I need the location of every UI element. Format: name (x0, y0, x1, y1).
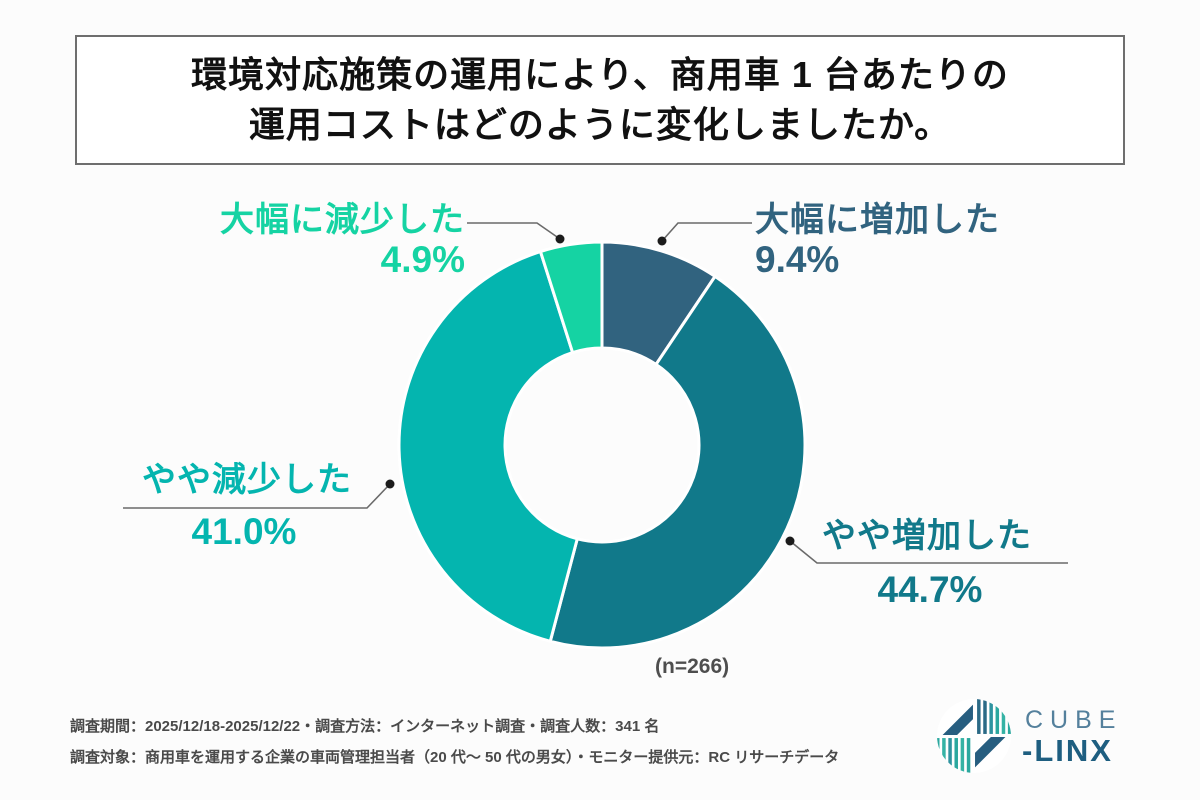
cube-linx-logo-text: CUBE -LINX (1022, 706, 1122, 767)
cube-linx-logo: CUBE -LINX (936, 698, 1122, 774)
survey-notes-line1: 調査期間：2025/12/18-2025/12/22・調査方法：インターネット調… (70, 718, 660, 735)
sample-size-label: (n=266) (655, 655, 730, 678)
survey-notes-line2: 調査対象：商用車を運用する企業の車両管理担当者（20 代～ 50 代の男女）・モ… (70, 749, 840, 766)
logo-band-northwest (937, 699, 976, 738)
donut-segment-1 (548, 274, 807, 650)
logo-text-linx: -LINX (1022, 732, 1113, 768)
segment-label-strong-decrease: 大幅に減少した 4.9% (165, 201, 465, 281)
segment-label-strong-increase: 大幅に増加した 9.4% (755, 201, 1075, 281)
logo-text-cube: CUBE (1025, 705, 1123, 734)
segment-label-slight-increase-pct: 44.7% (877, 569, 983, 610)
segment-label-slight-decrease-pct: 41.0% (191, 511, 297, 552)
segment-label-strong-increase-name: 大幅に増加した (755, 201, 1000, 239)
donut-segment-2 (397, 250, 579, 643)
segment-label-slight-increase-name: やや増加した (822, 517, 1032, 555)
title-box: 環境対応施策の運用により、商用車 1 台あたりの 運用コストはどのように変化しま… (75, 35, 1125, 165)
segment-label-strong-decrease-name: 大幅に減少した (220, 201, 465, 239)
donut-segment-3 (538, 240, 604, 355)
segment-label-strong-decrease-pct: 4.9% (380, 239, 465, 280)
segment-label-slight-decrease-name: やや減少した (142, 461, 352, 499)
donut-chart (397, 240, 807, 650)
cube-linx-logo-icon (937, 699, 1011, 773)
page-title-line1: 環境対応施策の運用により、商用車 1 台あたりの (191, 54, 1009, 95)
logo-band-southeast (972, 734, 1011, 773)
segment-label-slight-decrease: やや減少した 41.0% (120, 461, 368, 553)
segment-label-slight-increase: やや増加した 44.7% (820, 517, 1070, 611)
page-title-line2: 運用コストはどのように変化しましたか。 (248, 104, 952, 145)
survey-notes: 調査期間：2025/12/18-2025/12/22・調査方法：インターネット調… (70, 711, 839, 773)
segment-label-strong-increase-pct: 9.4% (755, 239, 840, 280)
